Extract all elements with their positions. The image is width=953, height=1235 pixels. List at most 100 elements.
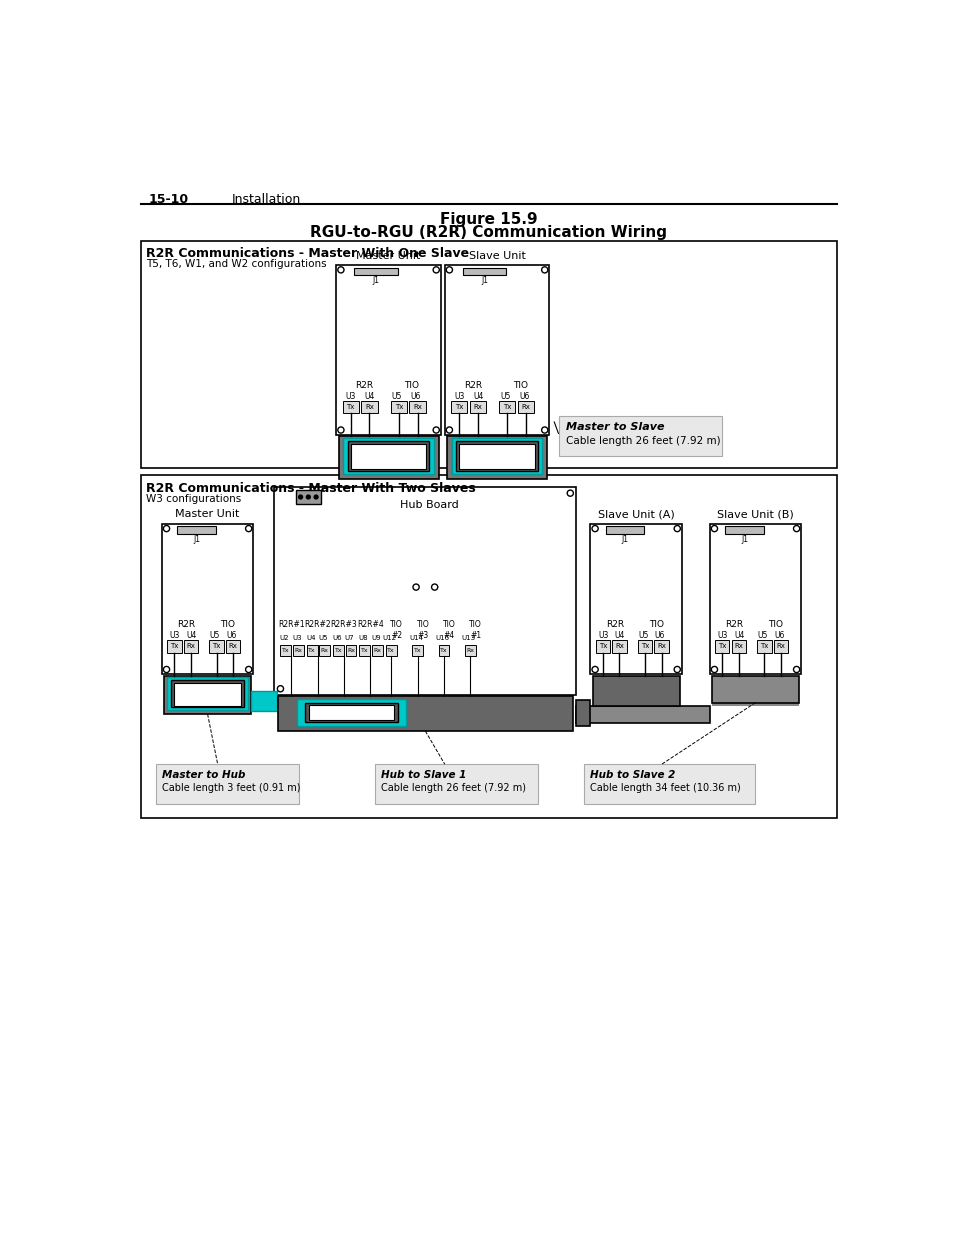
Text: R2R#2: R2R#2 bbox=[304, 620, 331, 629]
Text: U7: U7 bbox=[344, 635, 354, 641]
Text: TIO: TIO bbox=[512, 380, 527, 390]
Bar bbox=[333, 645, 344, 656]
Bar bbox=[293, 645, 303, 656]
Circle shape bbox=[298, 495, 302, 499]
Text: TIO: TIO bbox=[220, 620, 235, 629]
Text: U3: U3 bbox=[170, 631, 180, 640]
Text: R2R: R2R bbox=[355, 380, 374, 390]
Text: U5: U5 bbox=[318, 635, 328, 641]
Bar bbox=[470, 401, 486, 412]
Text: Installation: Installation bbox=[232, 193, 300, 206]
Text: T5, T6, W1, and W2 configurations: T5, T6, W1, and W2 configurations bbox=[146, 259, 327, 269]
Text: U14: U14 bbox=[409, 635, 422, 641]
Bar bbox=[295, 490, 320, 504]
Text: Tx: Tx bbox=[361, 648, 369, 653]
Text: Rx: Rx bbox=[521, 404, 530, 410]
Text: TIO
#2: TIO #2 bbox=[390, 620, 403, 640]
Text: U6: U6 bbox=[654, 631, 664, 640]
Text: Tx: Tx bbox=[598, 643, 606, 650]
Bar bbox=[724, 526, 763, 534]
Text: U12: U12 bbox=[382, 635, 396, 641]
Text: Master to Hub: Master to Hub bbox=[162, 771, 245, 781]
Text: TIO
#3: TIO #3 bbox=[416, 620, 429, 640]
Bar bbox=[390, 401, 406, 412]
Text: TIO: TIO bbox=[648, 620, 663, 629]
Bar bbox=[274, 487, 576, 695]
Text: U3: U3 bbox=[345, 391, 355, 400]
Bar bbox=[345, 645, 356, 656]
Text: U4: U4 bbox=[733, 631, 743, 640]
Text: Tx: Tx bbox=[502, 404, 511, 410]
Bar bbox=[174, 683, 241, 705]
Text: U2: U2 bbox=[279, 635, 289, 641]
Text: J1: J1 bbox=[372, 275, 379, 285]
Bar bbox=[773, 640, 787, 652]
Text: R2R: R2R bbox=[463, 380, 481, 390]
Text: J1: J1 bbox=[621, 535, 628, 543]
Bar bbox=[638, 640, 652, 652]
Text: R2R#1: R2R#1 bbox=[277, 620, 304, 629]
Text: Cable length 3 feet (0.91 m): Cable length 3 feet (0.91 m) bbox=[162, 783, 300, 793]
Bar bbox=[715, 640, 729, 652]
Bar bbox=[177, 526, 215, 534]
Text: R2R Communications - Master With Two Slaves: R2R Communications - Master With Two Sla… bbox=[146, 482, 476, 494]
Text: Rx: Rx bbox=[320, 648, 328, 653]
Text: R2R#4: R2R#4 bbox=[356, 620, 383, 629]
Text: Tx: Tx bbox=[414, 648, 421, 653]
Text: Tx: Tx bbox=[308, 648, 315, 653]
Text: Tx: Tx bbox=[387, 648, 395, 653]
Bar bbox=[278, 697, 572, 731]
Bar bbox=[171, 680, 244, 708]
Text: Tx: Tx bbox=[170, 643, 178, 650]
Text: U8: U8 bbox=[358, 635, 368, 641]
Text: Master Unit: Master Unit bbox=[175, 509, 239, 520]
Text: Tx: Tx bbox=[335, 648, 342, 653]
Text: U4: U4 bbox=[186, 631, 196, 640]
Text: U4: U4 bbox=[473, 391, 483, 400]
Text: U6: U6 bbox=[773, 631, 783, 640]
Bar bbox=[319, 645, 330, 656]
Bar bbox=[309, 705, 394, 720]
Text: W3 configurations: W3 configurations bbox=[146, 494, 241, 504]
Bar bbox=[297, 699, 406, 726]
Bar bbox=[343, 437, 434, 474]
Bar bbox=[592, 700, 679, 706]
Bar bbox=[444, 266, 549, 435]
Bar bbox=[342, 401, 358, 412]
Text: Tx: Tx bbox=[455, 404, 463, 410]
Bar bbox=[251, 692, 276, 711]
Bar bbox=[654, 640, 668, 652]
Bar bbox=[305, 703, 397, 721]
Bar bbox=[348, 441, 429, 471]
Bar bbox=[385, 645, 396, 656]
Bar bbox=[351, 443, 426, 469]
Bar bbox=[438, 645, 449, 656]
Circle shape bbox=[306, 495, 310, 499]
Text: U5: U5 bbox=[638, 631, 648, 640]
Circle shape bbox=[314, 495, 317, 499]
Bar bbox=[184, 640, 198, 652]
Text: R2R Communications - Master With One Slave: R2R Communications - Master With One Sla… bbox=[146, 247, 469, 259]
Text: Master to Slave: Master to Slave bbox=[565, 422, 663, 432]
Bar bbox=[583, 764, 754, 804]
Bar bbox=[167, 677, 248, 710]
Text: Rx: Rx bbox=[294, 648, 302, 653]
Text: Rx: Rx bbox=[734, 643, 742, 650]
Bar bbox=[576, 700, 590, 726]
Text: J1: J1 bbox=[740, 535, 747, 543]
Text: U3: U3 bbox=[292, 635, 301, 641]
Text: Rx: Rx bbox=[466, 648, 474, 653]
Text: Tx: Tx bbox=[439, 648, 447, 653]
Text: Rx: Rx bbox=[776, 643, 784, 650]
Bar bbox=[596, 640, 610, 652]
Bar bbox=[361, 401, 377, 412]
Text: U6: U6 bbox=[332, 635, 341, 641]
Text: U3: U3 bbox=[454, 391, 464, 400]
Bar bbox=[167, 640, 181, 652]
Bar bbox=[335, 266, 440, 435]
Bar bbox=[517, 401, 534, 412]
Bar bbox=[359, 645, 370, 656]
Bar bbox=[447, 436, 546, 478]
Bar bbox=[162, 524, 253, 674]
Text: Tx: Tx bbox=[640, 643, 649, 650]
